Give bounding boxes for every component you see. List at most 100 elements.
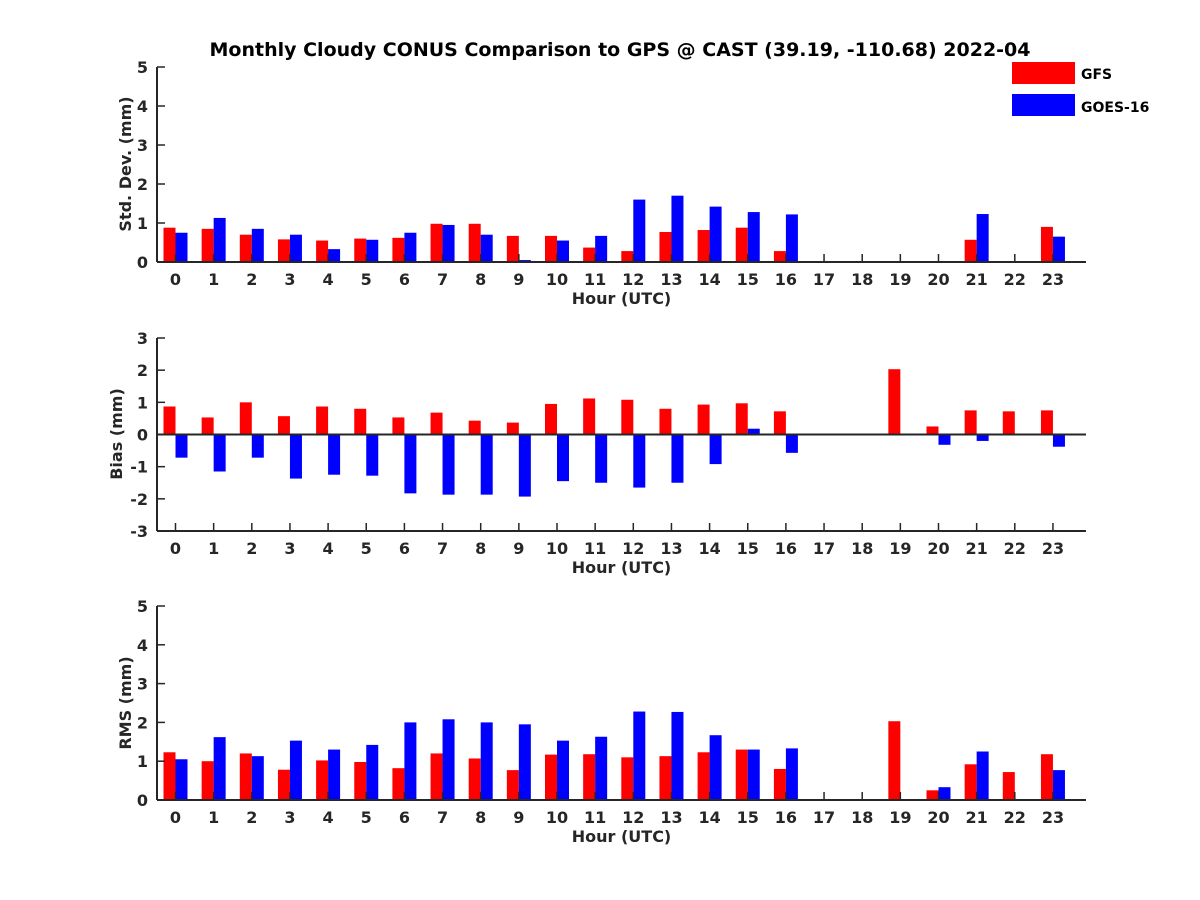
bar-goes16-hour-6 (404, 722, 417, 800)
bar-gfs-hour-1 (201, 761, 214, 800)
x-tick-label: 21 (966, 270, 988, 289)
y-tick-label: 4 (137, 97, 148, 116)
bar-goes16-hour-6 (404, 434, 417, 494)
bar-goes16-hour-11 (595, 736, 608, 800)
legend: GFS GOES-16 (1012, 62, 1149, 116)
bar-goes16-hour-2 (251, 228, 264, 262)
bar-goes16-hour-9 (518, 724, 531, 800)
legend-label-goes16: GOES-16 (1081, 100, 1149, 116)
y-axis-label: RMS (mm) (116, 656, 135, 749)
y-tick-label: 0 (137, 253, 148, 272)
bar-gfs-hour-4 (316, 406, 329, 435)
x-tick-label: 10 (546, 539, 568, 558)
y-tick-label: 1 (137, 752, 148, 771)
bar-gfs-hour-23 (1040, 410, 1053, 435)
x-tick-label: 11 (584, 270, 606, 289)
bar-gfs-hour-6 (392, 768, 405, 800)
x-tick-label: 11 (584, 808, 606, 827)
bar-gfs-hour-1 (201, 417, 214, 435)
bar-gfs-hour-13 (659, 756, 672, 800)
bar-goes16-hour-13 (671, 711, 684, 800)
bar-gfs-hour-22 (1002, 772, 1015, 800)
x-tick-label: 5 (361, 270, 372, 289)
bar-goes16-hour-14 (709, 735, 722, 800)
bar-goes16-hour-3 (289, 740, 302, 800)
bar-gfs-hour-2 (239, 402, 252, 435)
bar-gfs-hour-8 (468, 223, 481, 262)
bar-gfs-hour-3 (277, 239, 290, 262)
x-tick-label: 17 (813, 539, 835, 558)
bar-goes16-hour-9 (518, 434, 531, 497)
x-tick-label: 6 (399, 539, 410, 558)
bar-gfs-hour-14 (697, 230, 710, 262)
bar-goes16-hour-5 (366, 744, 379, 800)
x-tick-label: 19 (889, 539, 911, 558)
x-tick-label: 8 (475, 270, 486, 289)
bar-goes16-hour-1 (213, 737, 226, 800)
y-tick-label: -3 (130, 522, 148, 541)
bar-gfs-hour-0 (163, 406, 176, 435)
bar-goes16-hour-13 (671, 434, 684, 483)
x-tick-label: 6 (399, 270, 410, 289)
bar-goes16-hour-20 (938, 787, 951, 800)
x-tick-label: 5 (361, 808, 372, 827)
bar-goes16-hour-7 (442, 719, 455, 800)
bar-gfs-hour-22 (1002, 411, 1015, 435)
bar-gfs-hour-1 (201, 228, 214, 262)
bar-goes16-hour-11 (595, 235, 608, 262)
bar-gfs-hour-5 (354, 238, 367, 262)
bar-goes16-hour-4 (328, 249, 341, 262)
x-tick-label: 18 (851, 539, 873, 558)
bar-goes16-hour-8 (480, 234, 493, 262)
x-tick-label: 4 (323, 808, 334, 827)
bar-gfs-hour-6 (392, 417, 405, 435)
x-tick-label: 8 (475, 539, 486, 558)
bar-goes16-hour-7 (442, 434, 455, 495)
x-tick-label: 9 (513, 270, 524, 289)
x-tick-label: 5 (361, 539, 372, 558)
bar-goes16-hour-15 (747, 749, 760, 800)
y-tick-label: 2 (137, 713, 148, 732)
bar-goes16-hour-6 (404, 232, 417, 262)
x-tick-label: 16 (775, 808, 797, 827)
bar-goes16-hour-3 (289, 234, 302, 262)
x-tick-label: 3 (284, 270, 295, 289)
bar-goes16-hour-4 (328, 749, 341, 800)
x-tick-label: 12 (622, 539, 644, 558)
x-tick-label: 9 (513, 539, 524, 558)
bar-goes16-hour-8 (480, 434, 493, 495)
bar-goes16-hour-23 (1052, 434, 1065, 447)
bar-goes16-hour-4 (328, 434, 341, 475)
bar-goes16-hour-21 (976, 751, 989, 800)
bar-goes16-hour-5 (366, 239, 379, 262)
bar-goes16-hour-0 (175, 434, 188, 458)
x-tick-label: 23 (1042, 270, 1064, 289)
x-tick-label: 18 (851, 270, 873, 289)
y-tick-label: 3 (137, 675, 148, 694)
bar-gfs-hour-16 (773, 768, 786, 800)
bar-goes16-hour-23 (1052, 236, 1065, 262)
y-tick-label: 0 (137, 426, 148, 445)
bar-gfs-hour-21 (964, 764, 977, 800)
x-tick-label: 23 (1042, 808, 1064, 827)
y-axis-label: Std. Dev. (mm) (116, 96, 135, 231)
bar-gfs-hour-19 (888, 721, 901, 800)
y-tick-label: 0 (137, 791, 148, 810)
bar-gfs-hour-14 (697, 404, 710, 435)
x-axis-label: Hour (UTC) (572, 827, 672, 846)
x-tick-label: 4 (323, 539, 334, 558)
x-tick-label: 18 (851, 808, 873, 827)
x-tick-label: 1 (208, 539, 219, 558)
y-tick-label: 4 (137, 636, 148, 655)
x-tick-label: 3 (284, 808, 295, 827)
bar-gfs-hour-8 (468, 420, 481, 435)
bar-goes16-hour-16 (785, 434, 798, 453)
bar-goes16-hour-14 (709, 434, 722, 465)
bar-goes16-hour-8 (480, 722, 493, 800)
x-axis-label: Hour (UTC) (572, 289, 672, 308)
bar-gfs-hour-9 (506, 770, 519, 800)
x-tick-label: 14 (698, 808, 720, 827)
bar-goes16-hour-16 (785, 214, 798, 262)
bar-goes16-hour-12 (633, 199, 646, 262)
